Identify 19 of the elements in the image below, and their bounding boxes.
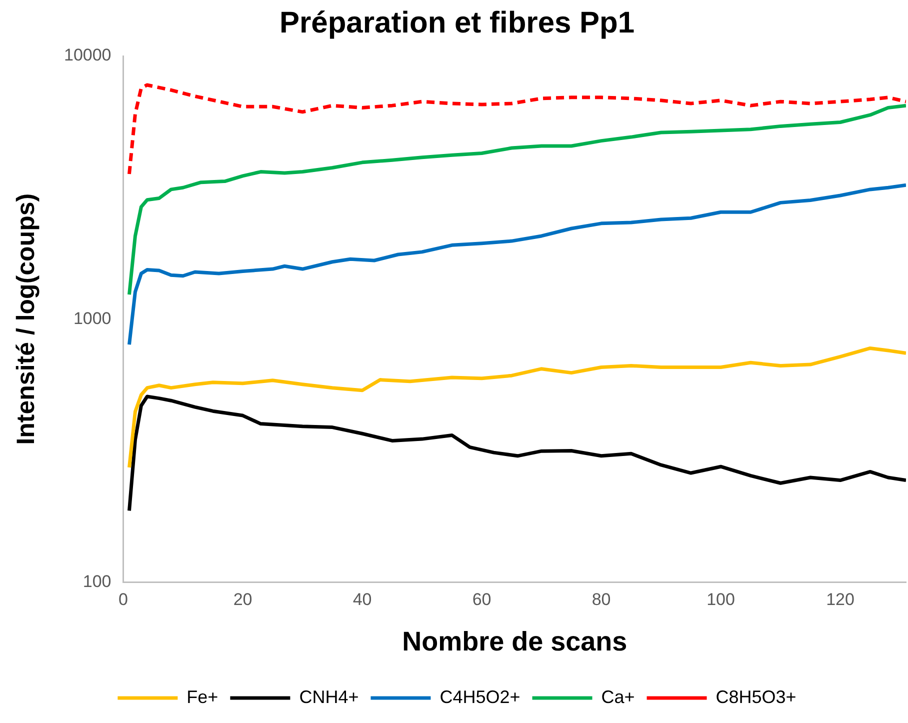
line-series: [128, 83, 906, 176]
x-tick-label: 80: [592, 590, 611, 610]
x-tick-label: 60: [472, 590, 492, 610]
chart-title: Préparation et fibres Pp1: [279, 6, 635, 40]
x-tick-label: 100: [706, 590, 735, 610]
x-tick-label: 120: [826, 590, 854, 610]
legend-label: C4H5O2+: [440, 686, 520, 707]
legend-label: Ca+: [601, 686, 635, 707]
y-axis-title: Intensité / log(coups): [12, 193, 40, 445]
legend-label: C8H5O3+: [716, 686, 796, 707]
x-tick-label: 40: [352, 590, 372, 610]
x-tick-label: 0: [118, 590, 128, 610]
legend-label: CNH4+: [299, 686, 359, 707]
y-tick-label: 10000: [64, 46, 112, 65]
x-axis-title: Nombre de scans: [402, 626, 628, 656]
x-tick-label: 20: [233, 590, 252, 610]
legend-label: Fe+: [186, 686, 218, 707]
y-tick-label: 100: [82, 572, 112, 591]
y-tick-label: 1000: [73, 308, 112, 328]
